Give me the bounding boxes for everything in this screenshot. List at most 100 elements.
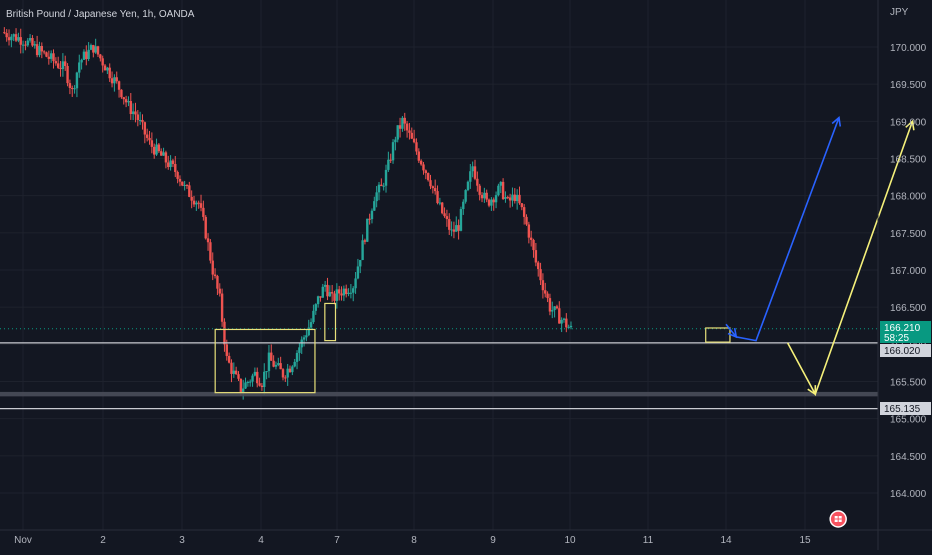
candle	[375, 186, 378, 208]
x-tick-label: 8	[411, 535, 417, 546]
bullish-projection-arrow-blue-head	[831, 116, 842, 127]
candle	[410, 127, 413, 140]
candle	[61, 53, 65, 77]
candle	[85, 45, 88, 66]
candle	[92, 44, 95, 58]
candle	[445, 209, 449, 227]
candle	[345, 284, 348, 298]
y-tick-label: 165.500	[890, 378, 927, 389]
candle	[249, 379, 252, 387]
candle	[501, 178, 505, 200]
candle	[373, 196, 376, 211]
candle	[167, 155, 170, 170]
candle	[213, 268, 217, 279]
candle	[202, 200, 205, 221]
candle	[124, 95, 128, 108]
candle	[305, 329, 308, 342]
candle	[14, 28, 18, 43]
candle	[546, 291, 549, 303]
candle	[312, 304, 315, 324]
level-label-165135: 165.135	[884, 404, 921, 415]
y-tick-label: 164.000	[890, 489, 927, 500]
candle	[487, 198, 491, 208]
last-price-label: 166.210	[884, 323, 921, 334]
x-tick-label: 10	[564, 535, 576, 546]
candle	[260, 382, 264, 391]
grid	[0, 0, 878, 530]
candle	[136, 110, 140, 127]
candle	[443, 207, 446, 218]
y-tick-label: 169.000	[890, 117, 927, 128]
candle	[319, 296, 322, 302]
candle	[178, 175, 182, 187]
bullish-projection-arrow-blue	[725, 117, 840, 342]
candle	[380, 178, 383, 187]
candle	[391, 139, 395, 164]
candle	[220, 288, 224, 327]
candle	[466, 180, 470, 192]
level-tag-166020: 166.020	[880, 344, 931, 357]
candle	[560, 317, 563, 333]
candle	[59, 61, 62, 77]
candle	[211, 252, 214, 281]
candle	[12, 33, 15, 42]
candle	[485, 189, 488, 203]
x-tick-label: 9	[490, 535, 496, 546]
candle	[464, 189, 467, 204]
candle	[326, 277, 329, 301]
candle	[567, 324, 570, 329]
candle	[499, 181, 502, 194]
x-tick-label: 11	[643, 535, 654, 546]
currency-label: JPY	[890, 7, 909, 18]
candle	[333, 290, 336, 305]
x-tick-label: 7	[334, 535, 340, 546]
candle	[288, 365, 292, 373]
candle	[117, 80, 121, 98]
candle	[441, 201, 444, 215]
candle	[150, 132, 154, 154]
candle	[127, 96, 130, 107]
x-tick-label: 2	[100, 535, 106, 546]
y-tick-label: 170.000	[890, 43, 927, 54]
candle	[82, 49, 86, 61]
candle	[352, 286, 355, 302]
candle	[237, 371, 240, 381]
candle	[537, 260, 540, 277]
candle	[78, 54, 81, 78]
candle	[122, 96, 125, 105]
candle	[433, 179, 437, 195]
candle	[520, 202, 524, 211]
candle	[307, 319, 310, 337]
candle	[469, 164, 472, 189]
candle	[204, 215, 207, 240]
candle	[80, 58, 83, 70]
candle	[431, 185, 435, 194]
candle	[162, 147, 165, 156]
candle	[199, 194, 203, 212]
candle	[534, 242, 538, 267]
candle	[164, 150, 168, 169]
x-tick-label: 4	[258, 535, 264, 546]
last-price-tag: 166.210 58:25	[880, 321, 931, 344]
candle	[504, 191, 507, 203]
candle	[335, 283, 339, 309]
event-flag-icon[interactable]	[829, 510, 847, 528]
candle	[300, 336, 303, 354]
candle	[99, 53, 102, 62]
candle	[480, 192, 484, 203]
candle	[87, 42, 90, 62]
candle	[230, 359, 233, 383]
candle	[281, 368, 285, 381]
candle	[544, 282, 547, 298]
candle	[359, 259, 362, 274]
candle	[291, 365, 294, 376]
candle	[192, 195, 196, 207]
candle	[354, 271, 357, 294]
candle	[363, 238, 367, 245]
y-tick-label: 167.000	[890, 266, 927, 277]
candle	[368, 213, 371, 225]
candle	[377, 181, 381, 201]
candle	[403, 112, 406, 131]
candle	[473, 159, 477, 181]
